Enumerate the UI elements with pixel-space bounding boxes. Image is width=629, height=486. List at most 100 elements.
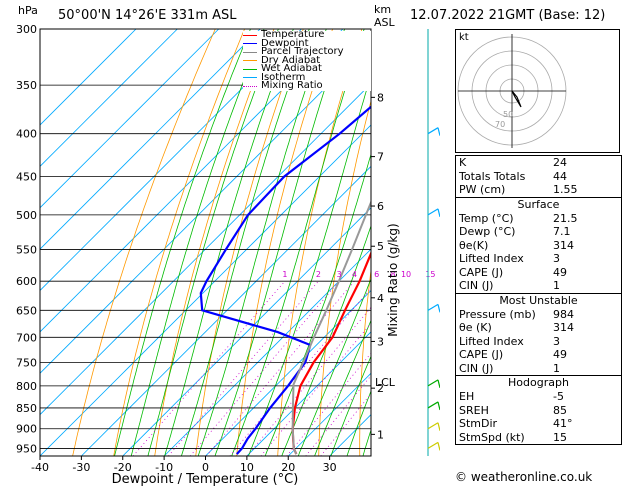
x-axis-label: Dewpoint / Temperature (°C) [112, 472, 299, 486]
copyright: © weatheronline.co.uk [455, 470, 593, 484]
wind-barb [427, 303, 439, 311]
table-row: Dewp (°C) 7.1 [456, 225, 621, 239]
pressure-tick-label: 400 [16, 128, 37, 141]
hpa-label: hPa [18, 4, 38, 17]
asl-label: ASL [374, 16, 395, 29]
pressure-tick-label: 850 [16, 402, 37, 415]
pressure-tick-label: 550 [16, 244, 37, 257]
pressure-tick-label: 950 [16, 442, 37, 455]
wet-adiabat-line [130, 29, 265, 456]
table-value: 49 [553, 265, 567, 279]
table-key: CIN (J) [459, 279, 494, 292]
legend-swatch [243, 60, 257, 62]
x-tick-label: -40 [31, 461, 49, 474]
pressure-tick-label: 350 [16, 79, 37, 92]
isotherm-line [40, 29, 220, 209]
table-value: 984 [553, 307, 574, 321]
table-key: PW (cm) [459, 183, 506, 196]
hodograph-ring-label: 50 [503, 110, 513, 119]
legend-item: Dry Adiabat [243, 55, 371, 66]
table-value: 7.1 [553, 225, 571, 238]
table-key: CIN (J) [459, 361, 494, 375]
km-tick-label: 8 [377, 91, 384, 104]
isotherm-line [246, 331, 371, 456]
dry-adiabat-line [400, 29, 440, 456]
table-row: CIN (J) 1 [456, 279, 621, 293]
table-value: 49 [553, 348, 567, 361]
km-label: km [374, 3, 392, 16]
table-row: Pressure (mb) 984 [456, 308, 621, 322]
pressure-tick-label: 750 [16, 356, 37, 369]
mixing-ratio-line [246, 306, 371, 456]
height-axis: 1 2 3 4 5 6 7 8 [371, 91, 384, 441]
mixing-ratio-labels: 12346810152025 [282, 270, 435, 279]
isotherm-line [40, 41, 371, 374]
table-key: Dewp (°C) [459, 225, 516, 238]
isotherm-line [40, 29, 261, 250]
table-key: Totals Totals [459, 169, 526, 183]
legend-item: Isotherm [243, 72, 371, 83]
mixing-ratio-label: 1 [282, 270, 287, 279]
pressure-tick-label: 450 [16, 171, 37, 184]
table-key: Temp (°C) [459, 211, 514, 225]
wind-barb-flag [437, 208, 440, 218]
x-tick-label: 30 [323, 461, 337, 474]
legend-swatch [243, 77, 257, 79]
table-row: CAPE (J) 49 [456, 348, 621, 362]
legend-label: Parcel Trajectory [261, 46, 344, 57]
mixing-ratio-line [132, 280, 286, 456]
isotherm-line [40, 29, 178, 167]
wind-barb-flag [437, 401, 440, 411]
km-tick-label: 7 [377, 151, 384, 164]
hodograph-kt-label: kt [459, 32, 469, 43]
table-key: θe(K) [459, 238, 489, 252]
table-key: Pressure (mb) [459, 307, 536, 321]
table-row: θe(K) 314 [456, 239, 621, 253]
x-tick-label: -30 [72, 461, 90, 474]
x-tick-label: 0 [202, 461, 209, 474]
surface-title: Surface [517, 197, 560, 211]
mixing-ratio-label: 8 [390, 270, 395, 279]
pressure-tick-label: 800 [16, 380, 37, 393]
mixing-ratio-label: 15 [425, 270, 435, 279]
table-key: Lifted Index [459, 334, 524, 348]
table-row: θe (K) 314 [456, 321, 621, 335]
mixing-ratio-label: 6 [374, 270, 379, 279]
hodograph-trace [511, 90, 522, 108]
legend-swatch [243, 43, 257, 45]
table-row: CIN (J) 1 [456, 362, 621, 376]
mixing-ratio-line [189, 280, 340, 456]
profile-lines [199, 105, 371, 455]
most-unstable-title: Most Unstable [499, 293, 578, 307]
table-row: PW (cm) 1.55 [456, 183, 621, 197]
dry-adiabat-line [359, 267, 371, 456]
table-key: CAPE (J) [459, 265, 504, 279]
dry-adiabat-line [113, 29, 245, 456]
wet-adiabat-line [330, 355, 371, 456]
table-key: K [459, 156, 467, 169]
pressure-tick-label: 900 [16, 423, 37, 436]
wind-barb [427, 441, 439, 449]
table-row: EH -5 [456, 390, 621, 404]
x-tick-label: 10 [240, 461, 254, 474]
wind-barb-flag [437, 304, 440, 313]
table-value: 44 [553, 169, 567, 183]
hodograph-ring-label: 70 [495, 120, 505, 129]
wind-barb [427, 208, 439, 216]
legend-label: Wet Adiabat [261, 63, 322, 74]
table-key: Lifted Index [459, 252, 524, 265]
table-value: 85 [553, 403, 567, 417]
mixing-ratio-line [205, 280, 355, 456]
dry-adiabat-line [439, 29, 441, 456]
km-tick-label: 3 [377, 335, 384, 348]
indices-table: K 24 Totals Totals 44 PW (cm) 1.55 Surface Te… [455, 155, 622, 445]
table-value: 314 [553, 238, 574, 252]
wind-barb [427, 401, 439, 409]
isotherm-line [81, 165, 371, 456]
table-value: 314 [553, 321, 574, 334]
legend-swatch [243, 85, 257, 87]
pressure-tick-label: 300 [16, 23, 37, 36]
